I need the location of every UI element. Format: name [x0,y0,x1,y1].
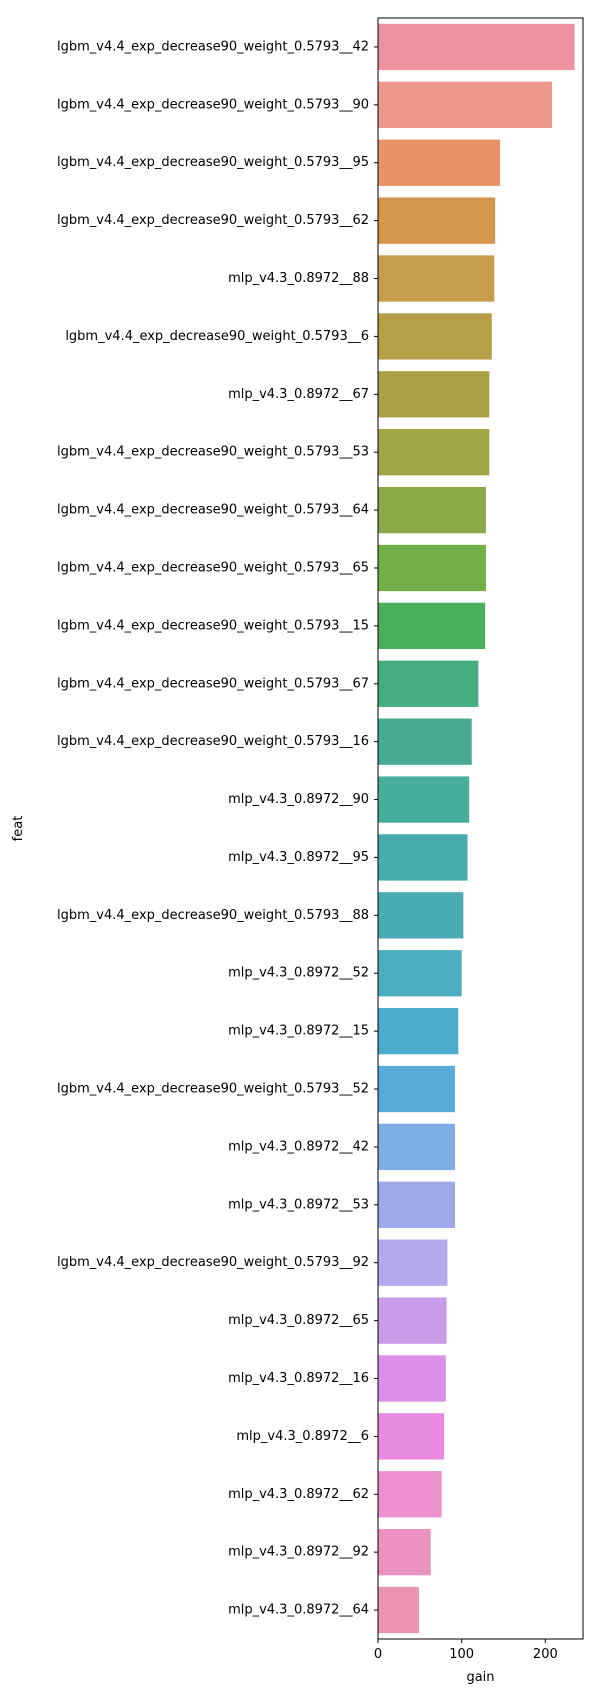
bar [378,313,492,360]
x-axis-title: gain [466,1670,494,1685]
bar [378,892,464,939]
x-tick-label: 200 [533,1647,558,1662]
x-tick-label: 0 [374,1647,382,1662]
y-tick-label: mlp_v4.3_0.8972__95 [228,850,369,865]
bar [378,1413,445,1460]
plot-frame [377,17,584,1640]
x-axis: 0 100 200 [374,1639,558,1662]
bar [378,776,470,823]
bar [378,1471,442,1518]
y-tick-label: lgbm_v4.4_exp_decrease90_weight_0.5793__… [57,1082,369,1097]
y-tick-label: lgbm_v4.4_exp_decrease90_weight_0.5793__… [57,734,369,749]
y-tick-label: mlp_v4.3_0.8972__6 [236,1429,369,1444]
y-tick-label: lgbm_v4.4_exp_decrease90_weight_0.5793__… [57,560,369,575]
bar [378,544,486,592]
bar [378,602,486,650]
bar [378,1065,455,1113]
y-tick-label: mlp_v4.3_0.8972__90 [228,792,369,807]
y-tick-label: mlp_v4.3_0.8972__64 [228,1603,369,1618]
y-axis-title: feat [11,816,26,842]
bar [378,718,472,765]
bar [378,1355,446,1402]
y-tick-label: mlp_v4.3_0.8972__88 [228,271,369,286]
bar [378,139,501,186]
bar [378,950,462,997]
y-tick-label: lgbm_v4.4_exp_decrease90_weight_0.5793__… [57,213,369,228]
y-tick-label: lgbm_v4.4_exp_decrease90_weight_0.5793__… [57,908,369,923]
bar [378,1586,419,1634]
y-tick-label: lgbm_v4.4_exp_decrease90_weight_0.5793__… [57,676,369,691]
bar [378,429,490,476]
y-tick-label: mlp_v4.3_0.8972__65 [228,1313,369,1328]
bar [378,1181,455,1228]
y-tick-label: mlp_v4.3_0.8972__16 [228,1371,369,1386]
bar [378,371,490,418]
bar [378,197,496,244]
bar [378,834,468,881]
bar [378,255,495,302]
bar [378,1297,447,1344]
y-tick-label: lgbm_v4.4_exp_decrease90_weight_0.5793__… [57,39,369,54]
x-tick-label: 100 [449,1647,474,1662]
y-tick-label: lgbm_v4.4_exp_decrease90_weight_0.5793__… [57,1255,369,1270]
y-tick-label: lgbm_v4.4_exp_decrease90_weight_0.5793__… [57,618,369,633]
bar [378,1007,459,1055]
y-tick-labels: lgbm_v4.4_exp_decrease90_weight_0.5793__… [57,39,378,1618]
y-tick-label: mlp_v4.3_0.8972__53 [228,1197,369,1212]
y-tick-label: mlp_v4.3_0.8972__67 [228,387,369,402]
bar [378,486,486,534]
y-tick-label: mlp_v4.3_0.8972__92 [228,1545,369,1560]
bar [378,1123,455,1171]
bars-layer [378,23,575,1634]
bar [378,1239,448,1286]
y-tick-label: mlp_v4.3_0.8972__15 [228,1024,369,1039]
y-tick-label: mlp_v4.3_0.8972__52 [228,966,369,981]
bar [378,1529,431,1576]
y-tick-label: lgbm_v4.4_exp_decrease90_weight_0.5793__… [57,155,369,170]
y-tick-label: lgbm_v4.4_exp_decrease90_weight_0.5793__… [57,445,369,460]
bar [378,81,553,128]
y-tick-label: mlp_v4.3_0.8972__62 [228,1487,369,1502]
y-tick-label: lgbm_v4.4_exp_decrease90_weight_0.5793__… [57,97,369,112]
bar [378,23,575,71]
y-tick-label: mlp_v4.3_0.8972__42 [228,1139,369,1154]
bar [378,660,479,707]
y-tick-label: lgbm_v4.4_exp_decrease90_weight_0.5793__… [65,329,369,344]
y-tick-label: lgbm_v4.4_exp_decrease90_weight_0.5793__… [57,503,369,518]
